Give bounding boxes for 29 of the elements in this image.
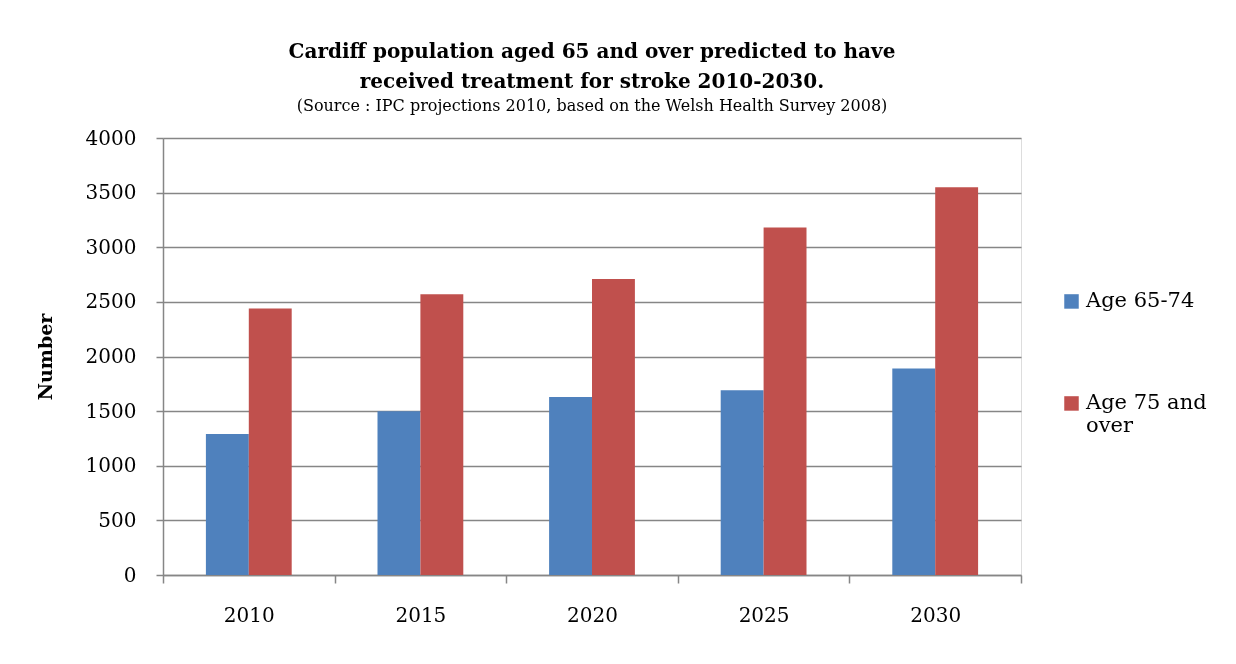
y-tick-label: 1500 [85,398,137,423]
y-tick-label: 2500 [85,289,137,314]
bar [377,411,421,575]
legend-label: Age 75 and over [1085,390,1207,438]
y-axis-title: Number [33,312,56,401]
bar [592,278,635,575]
bar [549,396,592,575]
x-tick-label: 2030 [910,602,962,627]
x-tick-label: 2020 [567,602,618,627]
y-tick-label: 0 [123,562,137,587]
y-tick-label: 1000 [85,453,137,478]
y-tick-label: 2000 [85,344,137,368]
bar [892,368,936,575]
x-tick-label: 2025 [738,602,790,627]
bar [763,227,807,575]
y-tick-label: 4000 [85,125,137,150]
bar [935,187,979,575]
y-tick-label: 3500 [85,180,137,205]
y-tick-label: 3000 [85,234,137,259]
bar [720,390,764,575]
x-tick-label: 2010 [223,602,275,627]
bar [248,308,292,575]
text: (Source : IPC projections 2010, based on the Welsh Health Survey 2008) [296,96,888,115]
chart-title: Cardiff population aged 65 and over predicted to have received treatment for stroke 2010-2030. [288,39,896,93]
legend-label: Age 65-74 [1085,288,1195,313]
bar [205,434,249,575]
x-tick-label: 2015 [395,602,447,627]
y-tick-label: 500 [98,507,137,532]
bar [420,294,464,575]
